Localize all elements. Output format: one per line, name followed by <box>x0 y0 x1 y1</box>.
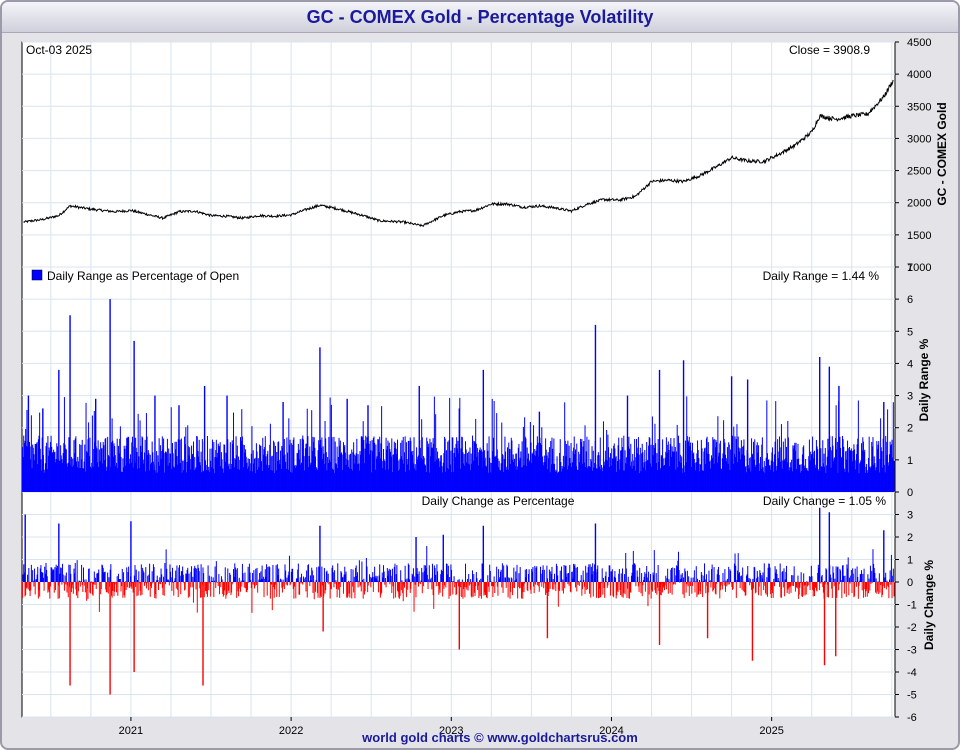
range-axis-tick-label: 6 <box>907 294 913 306</box>
change-axis-tick-label: -2 <box>907 622 917 634</box>
range-legend-swatch <box>31 269 43 281</box>
price-axis-tick-label: 4500 <box>907 37 931 49</box>
change-axis-title: Daily Change % <box>922 560 936 650</box>
x-axis: 2021 2022 2023 2024 2025 <box>119 717 784 737</box>
range-axis-tick-label: 2 <box>907 423 913 435</box>
x-axis-tick-label: 2022 <box>279 725 303 737</box>
price-close-line <box>23 79 894 228</box>
x-axis-tick-label: 2023 <box>439 725 463 737</box>
change-readout: Daily Change = 1.05 % <box>763 494 886 508</box>
price-axis-tick-label: 3000 <box>907 133 931 145</box>
range-axis-tick-label: 3 <box>907 391 913 403</box>
change-axis-tick-label: -5 <box>907 690 917 702</box>
price-axis-tick-label: 3500 <box>907 101 931 113</box>
range-legend-label: Daily Range as Percentage of Open <box>47 269 239 283</box>
x-axis-tick-label: 2025 <box>759 725 783 737</box>
price-close-readout: Close = 3908.9 <box>789 43 870 57</box>
range-axis-title: Daily Range % <box>917 338 931 421</box>
change-axis-tick-label: -3 <box>907 645 917 657</box>
change-legend-label: Daily Change as Percentage <box>422 494 575 508</box>
change-axis-tick-label: 3 <box>907 510 913 522</box>
range-bars <box>21 299 895 492</box>
range-axis-tick-label: 7 <box>907 262 913 274</box>
price-date-label: Oct-03 2025 <box>26 43 92 57</box>
chart-title: GC - COMEX Gold - Percentage Volatility <box>2 2 958 33</box>
change-axis-tick-label: 2 <box>907 532 913 544</box>
change-axis-tick-label: -4 <box>907 667 917 679</box>
change-axis-tick-label: -6 <box>907 712 917 724</box>
change-axis-tick-label: 0 <box>907 577 913 589</box>
range-axis-tick-label: 1 <box>907 455 913 467</box>
x-axis-tick-label: 2024 <box>599 725 623 737</box>
price-axis-tick-label: 2500 <box>907 166 931 178</box>
range-readout: Daily Range = 1.44 % <box>763 269 880 283</box>
price-axis-tick-label: 4000 <box>907 69 931 81</box>
range-axis-tick-label: 4 <box>907 358 913 370</box>
price-axis-tick-label: 2000 <box>907 198 931 210</box>
range-axis-tick-label: 0 <box>907 487 913 499</box>
plot-area <box>21 41 896 718</box>
change-axis-tick-label: 1 <box>907 555 913 567</box>
price-axis-title: GC - COMEX Gold <box>935 102 949 205</box>
x-axis-tick-label: 2021 <box>119 725 143 737</box>
change-bars <box>21 507 895 695</box>
change-axis-tick-label: -1 <box>907 600 917 612</box>
price-axis-tick-label: 1500 <box>907 230 931 242</box>
price-axis-tick-label: 1000 <box>907 262 931 274</box>
range-axis-tick-label: 5 <box>907 326 913 338</box>
footer-credit: world gold charts © www.goldchartsrus.co… <box>362 730 638 745</box>
